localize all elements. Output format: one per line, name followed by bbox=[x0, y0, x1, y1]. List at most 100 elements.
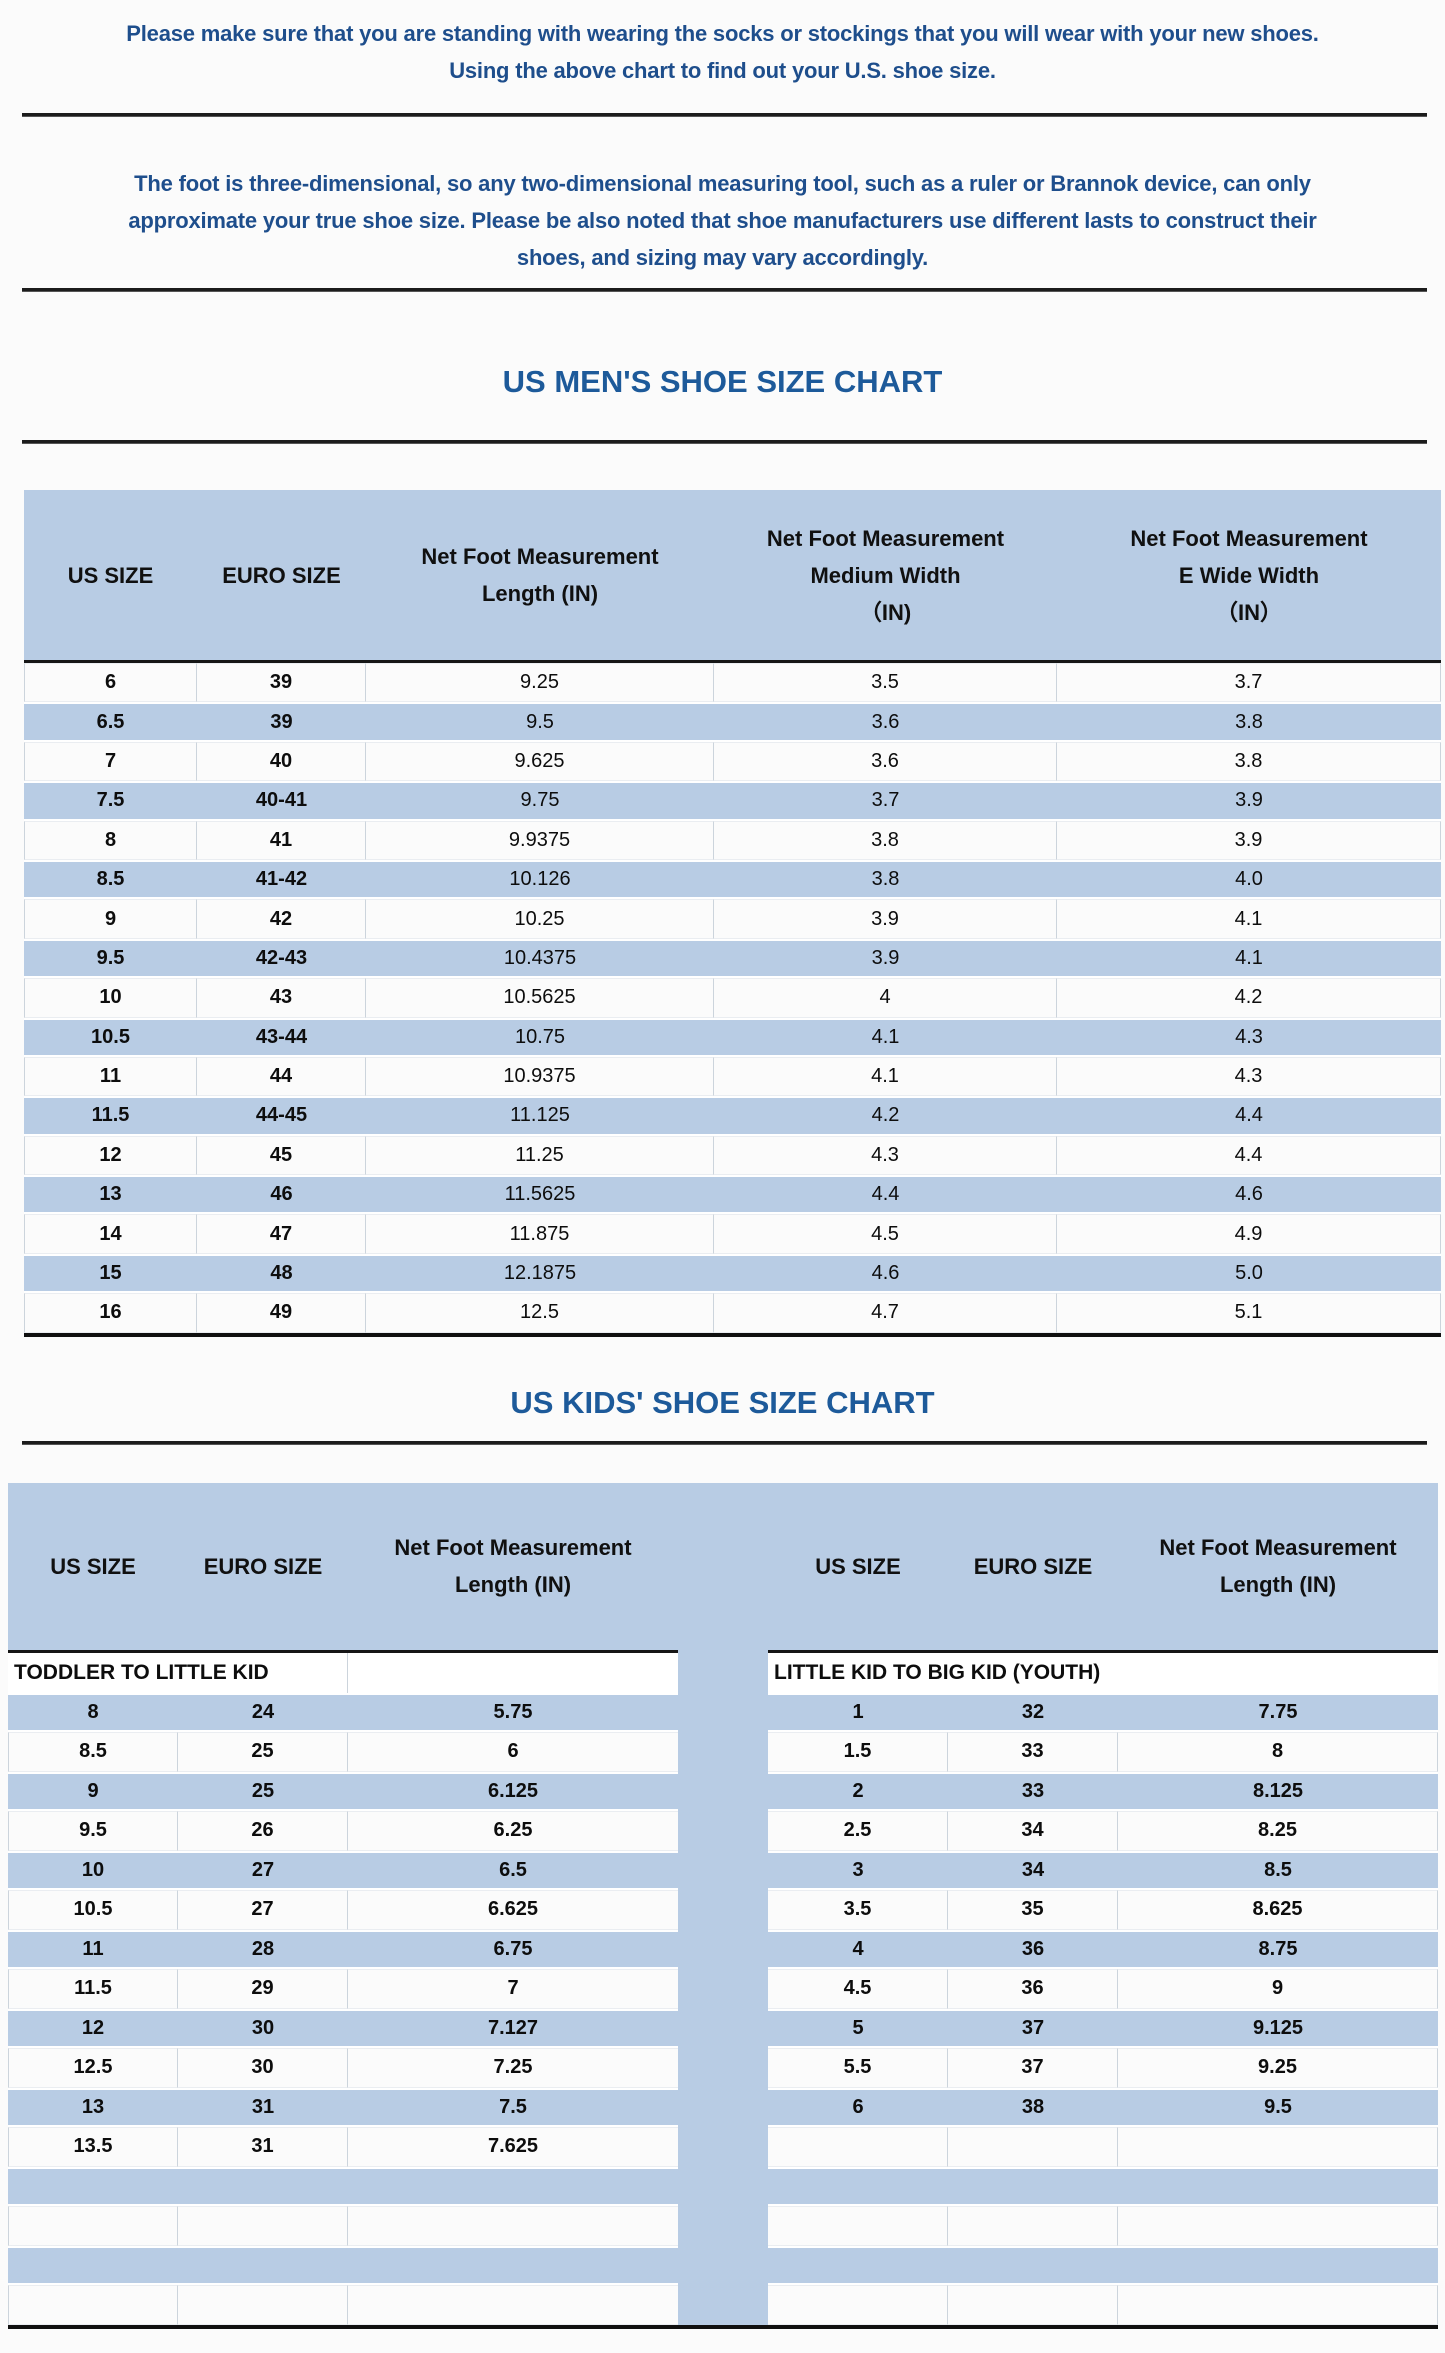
kids-section-row: TODDLER TO LITTLE KID LITTLE KID TO BIG … bbox=[8, 1652, 1438, 1693]
mens-table-cell: 3.6 bbox=[714, 702, 1057, 742]
mens-table-cell: 41 bbox=[197, 820, 366, 860]
kids-table-cell: 7.25 bbox=[348, 2048, 678, 2088]
separator-cell bbox=[678, 1732, 768, 1772]
mens-table-row: 14 47 11.875 4.5 4.9 bbox=[24, 1214, 1441, 1254]
mens-table-cell: 10.75 bbox=[366, 1017, 714, 1057]
kids-table-row bbox=[8, 2245, 1438, 2286]
mens-table-cell: 48 bbox=[197, 1253, 366, 1294]
mens-table-cell: 41-42 bbox=[197, 859, 366, 900]
mens-header-medium-width: Net Foot Measurement Medium Width （IN) bbox=[766, 525, 1005, 625]
mens-table-cell: 46 bbox=[197, 1175, 366, 1215]
mens-table-cell: 3.7 bbox=[714, 781, 1057, 821]
kids-table-row: 12 30 7.127 5 37 9.125 bbox=[8, 2008, 1438, 2049]
kids-table-cell: 31 bbox=[178, 2127, 348, 2167]
mens-table-row: 11.5 44-45 11.125 4.2 4.4 bbox=[24, 1096, 1441, 1136]
kids-table-cell: 7 bbox=[348, 1969, 678, 2009]
kids-table-cell: 6.5 bbox=[348, 1850, 678, 1891]
mens-table-cell: 4.1 bbox=[1057, 938, 1441, 979]
kids-table-cell bbox=[768, 2245, 948, 2286]
kids-table-cell: 33 bbox=[948, 1732, 1118, 1772]
kids-table-cell: 34 bbox=[948, 1850, 1118, 1891]
mens-table-cell: 43 bbox=[197, 978, 366, 1018]
mens-table-cell: 11 bbox=[24, 1056, 197, 1097]
mens-table-cell: 8 bbox=[24, 820, 197, 860]
mens-table-cell: 9.75 bbox=[366, 781, 714, 821]
kids-table-row bbox=[8, 2206, 1438, 2246]
kids-table-cell: 25 bbox=[178, 1771, 348, 1812]
kids-table-cell: 35 bbox=[948, 1890, 1118, 1930]
mens-table-cell: 10.25 bbox=[366, 899, 714, 939]
mens-table-cell: 4.6 bbox=[1057, 1175, 1441, 1215]
mens-table-cell: 4.1 bbox=[1057, 899, 1441, 939]
kids-table-cell: 3 bbox=[768, 1850, 948, 1891]
mens-table-cell: 6 bbox=[24, 663, 197, 703]
divider bbox=[22, 1440, 1427, 1445]
kids-table-cell: 37 bbox=[948, 2008, 1118, 2049]
mens-table-row: 13 46 11.5625 4.4 4.6 bbox=[24, 1175, 1441, 1215]
kids-header-spacer bbox=[678, 1483, 768, 1653]
mens-table-cell: 4.0 bbox=[1057, 859, 1441, 900]
kids-table-cell: 8.5 bbox=[8, 1732, 178, 1772]
section-label-youth: LITTLE KID TO BIG KID (YOUTH) bbox=[774, 1660, 1101, 1684]
kids-table-cell: 8.5 bbox=[1118, 1850, 1438, 1891]
kids-table-cell: 13.5 bbox=[8, 2127, 178, 2167]
mens-size-table: US SIZE EURO SIZE Net Foot Measurement L… bbox=[24, 490, 1441, 1337]
kids-size-table: US SIZE EURO SIZE Net Foot Measurement L… bbox=[8, 1482, 1438, 2329]
kids-table-cell: 7.75 bbox=[1118, 1692, 1438, 1733]
mens-table-cell: 10.5625 bbox=[366, 978, 714, 1018]
kids-table-cell: 26 bbox=[178, 1811, 348, 1851]
kids-table-cell: 31 bbox=[178, 2087, 348, 2128]
mens-table-cell: 12 bbox=[24, 1135, 197, 1176]
mens-table-cell: 4.3 bbox=[714, 1135, 1057, 1176]
mens-table-cell: 3.9 bbox=[1057, 820, 1441, 860]
kids-table-cell: 9.25 bbox=[1118, 2048, 1438, 2088]
mens-table-cell: 7 bbox=[24, 741, 197, 782]
kids-table-row: 11.5 29 7 4.5 36 9 bbox=[8, 1969, 1438, 2009]
kids-table-cell: 3.5 bbox=[768, 1890, 948, 1930]
kids-table-cell bbox=[178, 2285, 348, 2325]
mens-table-cell: 39 bbox=[197, 702, 366, 742]
kids-table-cell: 7.625 bbox=[348, 2127, 678, 2167]
kids-table-cell bbox=[1118, 2245, 1438, 2286]
mens-table-cell: 45 bbox=[197, 1135, 366, 1176]
mens-table-cell: 4.9 bbox=[1057, 1214, 1441, 1254]
kids-table-cell: 9 bbox=[8, 1771, 178, 1812]
kids-table-cell: 27 bbox=[178, 1850, 348, 1891]
mens-table-row: 16 49 12.5 4.7 5.1 bbox=[24, 1293, 1441, 1333]
mens-table-row: 15 48 12.1875 4.6 5.0 bbox=[24, 1253, 1441, 1294]
kids-table-cell bbox=[8, 2166, 178, 2207]
separator-cell bbox=[678, 2166, 768, 2207]
kids-table-cell: 9.5 bbox=[1118, 2087, 1438, 2128]
kids-table-cell: 10 bbox=[8, 1850, 178, 1891]
separator-cell bbox=[678, 1969, 768, 2009]
kids-table-cell: 36 bbox=[948, 1969, 1118, 2009]
kids-table-cell bbox=[348, 2206, 678, 2246]
kids-table-header: US SIZE EURO SIZE Net Foot Measurement L… bbox=[8, 1482, 1438, 1653]
mens-table-cell: 9.5 bbox=[366, 702, 714, 742]
mens-table-cell: 47 bbox=[197, 1214, 366, 1254]
mens-table-cell: 16 bbox=[24, 1293, 197, 1333]
mens-table-cell: 9 bbox=[24, 899, 197, 939]
mens-table-row: 7 40 9.625 3.6 3.8 bbox=[24, 741, 1441, 782]
kids-table-body: 8 24 5.75 1 32 7.75 8.5 25 6 1.5 33 8 9 25 6.125 2 33 8.1… bbox=[8, 1692, 1438, 2329]
mens-table-cell: 5.1 bbox=[1057, 1293, 1441, 1333]
kids-table-cell: 12.5 bbox=[8, 2048, 178, 2088]
separator-cell bbox=[678, 2285, 768, 2325]
mens-table-cell: 4.4 bbox=[1057, 1096, 1441, 1136]
mens-table-cell: 44 bbox=[197, 1056, 366, 1097]
mens-table-cell: 9.625 bbox=[366, 741, 714, 782]
kids-table-cell: 1 bbox=[768, 1692, 948, 1733]
kids-table-cell bbox=[948, 2245, 1118, 2286]
mens-table-row: 6 39 9.25 3.5 3.7 bbox=[24, 663, 1441, 703]
separator-cell bbox=[678, 1811, 768, 1851]
mens-table-cell: 10.126 bbox=[366, 859, 714, 900]
kids-table-cell bbox=[1118, 2166, 1438, 2207]
kids-table-cell: 8.75 bbox=[1118, 1929, 1438, 1970]
kids-table-cell bbox=[348, 2166, 678, 2207]
kids-table-cell: 8 bbox=[1118, 1732, 1438, 1772]
kids-table-cell: 8.625 bbox=[1118, 1890, 1438, 1930]
mens-table-cell: 11.875 bbox=[366, 1214, 714, 1254]
kids-table-cell: 12 bbox=[8, 2008, 178, 2049]
separator-cell bbox=[678, 1890, 768, 1930]
